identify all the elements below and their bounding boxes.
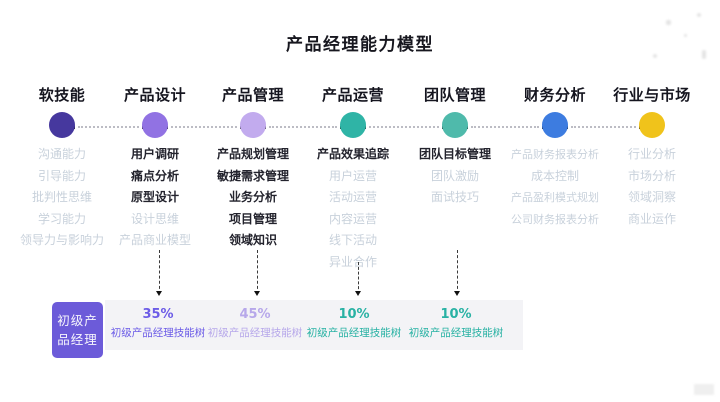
skill-item: 团队目标管理 [418,147,491,161]
skill-item: 原型设计 [130,190,179,204]
skill-item: 产品规划管理 [216,147,289,161]
stat-team-management: 10% 初级产品经理技能树 [401,306,511,340]
skill-percentage-bar [105,300,523,350]
stat-product-management: 45% 初级产品经理技能树 [200,306,310,340]
skill-list: 团队目标管理 团队激励 面试技巧 [400,144,510,209]
artifact-speck [697,13,701,17]
skill-item: 用户调研 [130,147,179,161]
stat-percent: 10% [338,307,370,322]
skill-item: 痛点分析 [130,168,179,183]
skill-item: 团队激励 [430,168,479,183]
skill-list: 产品效果追踪 用户运营 活动运营 内容运营 线下活动 异业合作 [298,144,408,273]
skill-item: 引导能力 [37,168,86,183]
skill-item: 项目管理 [228,211,277,226]
skill-item: 内容运营 [328,211,377,226]
column-header: 团队管理 [423,86,486,104]
skill-item: 成本控制 [530,168,579,183]
stat-percent: 10% [440,307,472,322]
category-dot-icon [639,112,665,138]
artifact-speck [653,54,657,58]
stat-label: 初级产品经理技能树 [408,327,504,339]
category-dot-icon [442,112,468,138]
artifact-speck [666,20,671,25]
skill-item: 活动运营 [328,190,377,204]
skill-item: 线下活动 [328,233,377,247]
skill-item: 业务分析 [228,190,277,204]
skill-item: 公司财务报表分析 [511,212,599,226]
category-dot-icon [542,112,568,138]
skill-item: 设计思维 [130,211,179,226]
skill-item: 领域知识 [228,233,277,247]
down-arrow-icon [355,262,361,296]
skill-item: 领导力与影响力 [19,233,104,247]
category-dot-icon [240,112,266,138]
skill-item: 产品效果追踪 [316,147,389,161]
skill-item: 市场分析 [627,168,676,183]
stat-label: 初级产品经理技能树 [306,327,402,339]
skill-item: 用户运营 [328,168,377,183]
skill-item: 商业运作 [627,211,676,226]
column-product-management: 产品管理 产品规划管理 敏捷需求管理 业务分析 项目管理 领域知识 [198,86,308,252]
skill-list: 产品规划管理 敏捷需求管理 业务分析 项目管理 领域知识 [198,144,308,252]
watermark-artifact [694,384,714,395]
skill-item: 领域洞察 [627,190,676,204]
stat-label: 初级产品经理技能树 [207,327,303,339]
skill-list: 用户调研 痛点分析 原型设计 设计思维 产品商业模型 [100,144,210,252]
category-dot-icon [340,112,366,138]
skill-item: 学习能力 [37,211,86,226]
skill-item: 敏捷需求管理 [216,168,289,183]
skill-item: 沟通能力 [37,147,86,161]
down-arrow-icon [156,250,162,296]
column-header: 行业与市场 [613,86,691,104]
column-product-operations: 产品运营 产品效果追踪 用户运营 活动运营 内容运营 线下活动 异业合作 [298,86,408,273]
skill-item: 产品商业模型 [118,233,191,247]
skill-item: 产品盈利模式规划 [511,191,599,204]
page-title: 产品经理能力模型 [286,35,434,55]
column-header: 财务分析 [523,86,586,104]
column-product-design: 产品设计 用户调研 痛点分析 原型设计 设计思维 产品商业模型 [100,86,210,252]
stat-percent: 35% [142,307,174,322]
skill-item: 批判性思维 [31,190,92,204]
column-soft-skills: 软技能 沟通能力 引导能力 批判性思维 学习能力 领导力与影响力 [7,86,117,252]
artifact-speck [702,50,706,59]
column-header: 软技能 [38,86,86,104]
down-arrow-icon [454,250,460,296]
column-team-management: 团队管理 团队目标管理 团队激励 面试技巧 [400,86,510,209]
column-header: 产品设计 [123,86,186,104]
column-financial-analysis: 财务分析 产品财务报表分析 成本控制 产品盈利模式规划 公司财务报表分析 [500,86,610,230]
stat-product-design: 35% 初级产品经理技能树 [103,306,213,340]
skill-item: 行业分析 [627,147,676,161]
category-dot-icon [49,112,75,138]
role-badge: 初级产 品经理 [52,302,103,358]
skill-list: 行业分析 市场分析 领域洞察 商业运作 [597,144,707,230]
skill-item: 异业合作 [328,254,377,269]
skill-item: 面试技巧 [430,190,479,204]
stat-product-operations: 10% 初级产品经理技能树 [299,306,409,340]
down-arrow-icon [254,250,260,296]
stat-label: 初级产品经理技能树 [110,327,206,339]
stat-percent: 45% [239,307,271,322]
category-dot-icon [142,112,168,138]
skill-list: 沟通能力 引导能力 批判性思维 学习能力 领导力与影响力 [7,144,117,252]
role-badge-line2: 品经理 [57,332,98,347]
artifact-speck [684,34,687,37]
skill-item: 产品财务报表分析 [511,148,599,161]
column-industry-market: 行业与市场 行业分析 市场分析 领域洞察 商业运作 [597,86,707,230]
skill-list: 产品财务报表分析 成本控制 产品盈利模式规划 公司财务报表分析 [500,144,610,230]
column-header: 产品管理 [221,86,284,104]
role-badge-line1: 初级产 [57,313,98,328]
column-header: 产品运营 [321,86,384,104]
